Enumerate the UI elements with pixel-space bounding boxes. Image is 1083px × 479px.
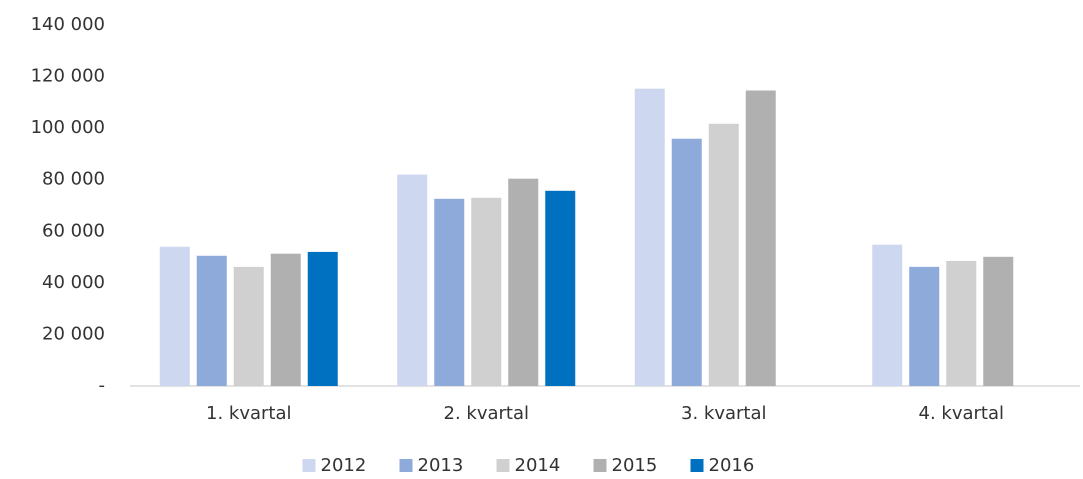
legend-swatch [496, 459, 510, 472]
bar [196, 255, 227, 386]
bar [671, 138, 702, 386]
x-tick-label: 3. kvartal [681, 403, 767, 424]
bar [233, 266, 264, 386]
bar [397, 174, 428, 386]
legend-swatch [399, 459, 413, 472]
legend-label: 2014 [515, 455, 561, 476]
y-tick-label: 60 000 [42, 220, 105, 241]
bar [545, 190, 576, 386]
legend-swatch [302, 459, 316, 472]
x-tick-label: 1. kvartal [206, 403, 292, 424]
legend-swatch [593, 459, 607, 472]
bar [270, 253, 301, 386]
y-tick-label: 140 000 [31, 14, 105, 35]
bar [634, 88, 665, 387]
bar [471, 197, 502, 386]
bar [745, 90, 776, 386]
bar [307, 251, 338, 386]
legend-label: 2012 [321, 455, 367, 476]
legend-label: 2015 [612, 455, 658, 476]
y-tick-label: 20 000 [42, 323, 105, 344]
x-tick-label: 4. kvartal [919, 403, 1005, 424]
bar [983, 256, 1014, 386]
legend-label: 2013 [418, 455, 464, 476]
bar [434, 198, 465, 386]
bar [508, 178, 539, 386]
legend-label: 2016 [709, 455, 755, 476]
bar [946, 260, 977, 386]
bar [159, 246, 190, 386]
bar [909, 266, 940, 386]
y-tick-label: 40 000 [42, 272, 105, 293]
x-tick-label: 2. kvartal [444, 403, 530, 424]
bar [708, 123, 739, 387]
y-tick-label: 80 000 [42, 169, 105, 190]
y-tick-label: 100 000 [31, 117, 105, 138]
bar [872, 244, 903, 386]
legend-swatch [690, 459, 704, 472]
y-tick-label: - [99, 375, 106, 396]
y-tick-label: 120 000 [31, 66, 105, 87]
